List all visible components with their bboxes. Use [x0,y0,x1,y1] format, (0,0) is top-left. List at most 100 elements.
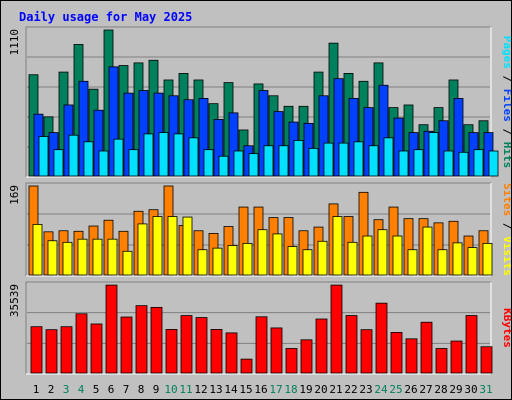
bar-kbytes-day-28 [435,348,448,374]
bar-files-day-5 [93,109,104,177]
bar-pages-day-7 [128,149,139,177]
bar-kbytes-day-29 [450,340,463,374]
bar-pages-day-16 [263,145,274,177]
x-tick-label: 6 [108,383,115,396]
bar-pages-day-4 [83,141,94,177]
bar-visits-day-17 [272,233,283,276]
x-tick-label: 14 [224,383,238,396]
bar-files-day-17 [273,111,284,177]
bar-kbytes-day-21 [330,284,343,374]
x-tick-label: 29 [449,383,462,396]
bar-visits-day-25 [392,235,403,276]
legend-item-files: Files [501,89,511,122]
legend-item-sites: Sites [501,183,511,216]
legend-item-pages: Pages [501,36,511,69]
x-tick-label: 3 [63,383,70,396]
x-tick-label: 11 [179,383,192,396]
bar-visits-day-29 [452,242,463,276]
legend-separator: / [501,216,511,236]
bar-pages-day-27 [428,132,439,177]
bar-pages-day-14 [233,150,244,177]
x-tick-label: 21 [329,383,342,396]
legend-separator: / [501,122,511,142]
bar-pages-day-6 [113,138,124,177]
bar-pages-day-28 [443,150,454,177]
bar-pages-day-31 [488,150,499,177]
x-tick-label: 30 [464,383,477,396]
bar-visits-day-6 [107,238,118,276]
x-axis-labels: 1 2 3 4 5 6 7 8 9 10 11 12 13 14 15 16 17 18 19 20 21 22 23 24 2… [33,383,493,396]
bar-kbytes-day-24 [375,302,388,374]
x-tick-label: 25 [389,383,402,396]
bar-kbytes-day-16 [255,316,268,374]
x-tick-label: 2 [48,383,55,396]
bar-pages-day-24 [383,137,394,177]
bar-visits-day-13 [212,247,223,276]
bar-kbytes-day-19 [300,339,313,374]
bar-visits-day-2 [47,240,58,276]
bar-files-day-6 [108,66,119,177]
bar-files-day-23 [363,107,374,177]
bar-files-day-24 [378,84,389,177]
bar-pages-day-19 [308,147,319,177]
bar-pages-day-8 [143,133,154,177]
bar-kbytes-day-14 [225,332,238,374]
bar-files-day-20 [318,95,329,177]
bar-visits-day-22 [347,241,358,276]
bar-files-day-25 [393,117,404,177]
x-tick-label: 12 [194,383,207,396]
x-tick-label: 17 [269,383,282,396]
bar-kbytes-day-6 [105,284,118,374]
bar-files-day-4 [78,80,89,177]
bar-kbytes-day-9 [150,306,163,374]
bar-visits-day-31 [482,243,493,276]
bar-kbytes-day-30 [465,315,478,374]
bar-files-day-22 [348,97,359,177]
bar-pages-day-2 [53,149,64,177]
bar-kbytes-day-13 [210,329,223,374]
legend-kbytes: KBytes [501,308,511,348]
bar-kbytes-day-17 [270,327,283,374]
bar-pages-day-13 [218,155,229,177]
bar-visits-day-5 [92,238,103,276]
x-tick-label: 22 [344,383,357,396]
bar-pages-day-11 [188,137,199,177]
bar-pages-day-12 [203,149,214,177]
bar-visits-day-18 [287,246,298,276]
bar-pages-day-23 [368,145,379,177]
legend-item-kbytes: KBytes [501,308,511,348]
bar-kbytes-day-8 [135,305,148,374]
bar-kbytes-day-31 [480,346,493,374]
bar-kbytes-day-23 [360,329,373,374]
y-max-label: 1110 [8,29,21,56]
bar-visits-day-20 [317,240,328,276]
legend-item-visits: Visits [501,236,511,276]
bar-files-day-7 [123,92,134,177]
bar-visits-day-8 [137,223,148,276]
bar-files-day-14 [228,112,239,177]
x-tick-label: 15 [239,383,252,396]
bar-kbytes-day-4 [75,313,88,374]
bar-kbytes-day-15 [240,358,253,374]
bar-visits-day-21 [332,216,343,276]
bar-pages-day-26 [413,149,424,177]
bar-pages-day-18 [293,140,304,177]
bar-kbytes-day-10 [165,329,178,374]
bar-files-day-29 [453,97,464,177]
bar-visits-day-11 [182,216,193,276]
bar-visits-day-19 [302,249,313,276]
bar-visits-day-10 [167,216,178,276]
panel-sites-visits: 169 Sites / Visits [8,182,511,277]
y-max-label: 35539 [8,284,21,317]
x-tick-label: 13 [209,383,222,396]
bar-pages-day-9 [158,132,169,177]
bar-visits-day-12 [197,249,208,276]
bar-visits-day-30 [467,247,478,276]
bar-pages-day-29 [458,151,469,177]
bar-kbytes-day-7 [120,316,133,374]
bar-pages-day-15 [248,153,259,177]
bar-visits-day-26 [407,249,418,276]
x-tick-label: 27 [419,383,432,396]
x-tick-label: 8 [138,383,145,396]
